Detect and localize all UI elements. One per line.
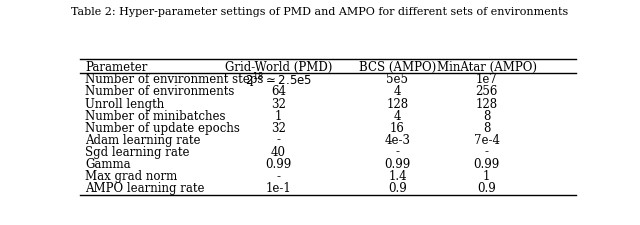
Text: Sgd learning rate: Sgd learning rate — [85, 145, 189, 158]
Text: 40: 40 — [271, 145, 286, 158]
Text: MinAtar (AMPO): MinAtar (AMPO) — [436, 61, 537, 74]
Text: 5e5: 5e5 — [387, 73, 408, 86]
Text: Adam learning rate: Adam learning rate — [85, 133, 200, 146]
Text: Grid-World (PMD): Grid-World (PMD) — [225, 61, 332, 74]
Text: Number of minibatches: Number of minibatches — [85, 109, 225, 122]
Text: $2^{18} \simeq 2.5\mathrm{e}5$: $2^{18} \simeq 2.5\mathrm{e}5$ — [245, 71, 312, 88]
Text: BCS (AMPO): BCS (AMPO) — [359, 61, 436, 74]
Text: Number of environment steps: Number of environment steps — [85, 73, 263, 86]
Text: AMPO learning rate: AMPO learning rate — [85, 181, 204, 194]
Text: 0.99: 0.99 — [384, 157, 411, 170]
Text: 1: 1 — [275, 109, 282, 122]
Text: 1e7: 1e7 — [476, 73, 498, 86]
Text: 8: 8 — [483, 109, 490, 122]
Text: 1.4: 1.4 — [388, 169, 407, 182]
Text: 1e-1: 1e-1 — [266, 181, 291, 194]
Text: 0.9: 0.9 — [388, 181, 407, 194]
Text: Number of update epochs: Number of update epochs — [85, 121, 240, 134]
Text: 4: 4 — [394, 85, 401, 98]
Text: 128: 128 — [476, 97, 498, 110]
Text: 256: 256 — [476, 85, 498, 98]
Text: Unroll length: Unroll length — [85, 97, 164, 110]
Text: 4e-3: 4e-3 — [385, 133, 410, 146]
Text: 0.9: 0.9 — [477, 181, 496, 194]
Text: 0.99: 0.99 — [474, 157, 500, 170]
Text: 8: 8 — [483, 121, 490, 134]
Text: 0.99: 0.99 — [265, 157, 292, 170]
Text: Table 2: Hyper-parameter settings of PMD and AMPO for different sets of environm: Table 2: Hyper-parameter settings of PMD… — [72, 7, 568, 17]
Text: 128: 128 — [387, 97, 408, 110]
Text: 7e-4: 7e-4 — [474, 133, 500, 146]
Text: -: - — [276, 169, 280, 182]
Text: 32: 32 — [271, 121, 286, 134]
Text: -: - — [396, 145, 399, 158]
Text: 32: 32 — [271, 97, 286, 110]
Text: 16: 16 — [390, 121, 405, 134]
Text: Number of environments: Number of environments — [85, 85, 234, 98]
Text: Gamma: Gamma — [85, 157, 131, 170]
Text: -: - — [276, 133, 280, 146]
Text: Max grad norm: Max grad norm — [85, 169, 177, 182]
Text: 64: 64 — [271, 85, 286, 98]
Text: 1: 1 — [483, 169, 490, 182]
Text: 4: 4 — [394, 109, 401, 122]
Text: -: - — [484, 145, 489, 158]
Text: Parameter: Parameter — [85, 61, 147, 74]
